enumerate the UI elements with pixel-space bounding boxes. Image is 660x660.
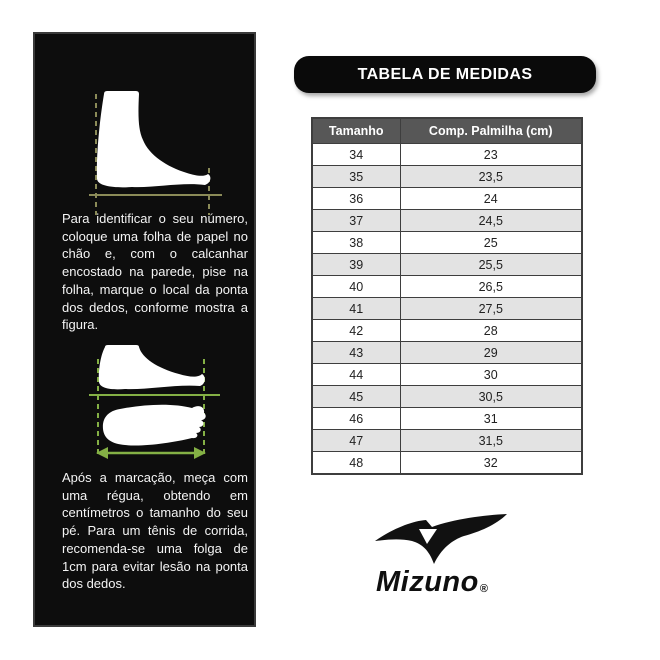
table-row: 47 31,5: [311, 429, 583, 452]
size-cell: 36: [311, 187, 401, 210]
size-table: Tamanho Comp. Palmilha (cm) 34 23 35 23,…: [311, 117, 583, 475]
column-header-size: Tamanho: [311, 117, 401, 144]
insole-length-cell: 24: [399, 187, 583, 210]
size-cell: 45: [311, 385, 401, 408]
insole-length-cell: 30: [399, 363, 583, 386]
table-row: 48 32: [311, 451, 583, 475]
size-cell: 38: [311, 231, 401, 254]
table-row: 41 27,5: [311, 297, 583, 320]
size-cell: 43: [311, 341, 401, 364]
title-banner: TABELA DE MEDIDAS: [294, 56, 596, 93]
insole-length-cell: 27,5: [399, 297, 583, 320]
size-cell: 46: [311, 407, 401, 430]
table-row: 43 29: [311, 341, 583, 364]
table-row: 40 26,5: [311, 275, 583, 298]
brand-logo: Mizuno®: [374, 513, 524, 603]
size-cell: 44: [311, 363, 401, 386]
insole-length-cell: 23: [399, 143, 583, 166]
column-header-insole-length: Comp. Palmilha (cm): [399, 117, 583, 144]
size-cell: 39: [311, 253, 401, 276]
table-row: 46 31: [311, 407, 583, 430]
size-table-body: 34 23 35 23,5 36 24 37 24,5: [311, 143, 583, 475]
table-row: 39 25,5: [311, 253, 583, 276]
instruction-step2: Após a marcação, meça com uma régua, obt…: [62, 470, 248, 592]
insole-length-cell: 23,5: [399, 165, 583, 188]
table-row: 42 28: [311, 319, 583, 342]
table-row: 36 24: [311, 187, 583, 210]
insole-length-cell: 25,5: [399, 253, 583, 276]
size-cell: 34: [311, 143, 401, 166]
size-cell: 47: [311, 429, 401, 452]
size-cell: 48: [311, 451, 401, 475]
table-row: 44 30: [311, 363, 583, 386]
foot-length-arrow-icon: [89, 345, 220, 459]
table-row: 45 30,5: [311, 385, 583, 408]
registered-trademark-symbol: ®: [479, 583, 488, 595]
table-row: 38 25: [311, 231, 583, 254]
insole-length-cell: 25: [399, 231, 583, 254]
mizuno-wordmark: Mizuno®: [376, 566, 488, 598]
table-row: 37 24,5: [311, 209, 583, 232]
insole-length-cell: 28: [399, 319, 583, 342]
table-row: 34 23: [311, 143, 583, 166]
insole-length-cell: 31,5: [399, 429, 583, 452]
page-title: TABELA DE MEDIDAS: [357, 65, 533, 83]
table-row: 35 23,5: [311, 165, 583, 188]
foot-side-measure-icon: [89, 91, 222, 215]
size-cell: 37: [311, 209, 401, 232]
insole-length-cell: 30,5: [399, 385, 583, 408]
instruction-step1: Para identificar o seu número, coloque u…: [62, 211, 248, 333]
insole-length-cell: 26,5: [399, 275, 583, 298]
insole-length-cell: 32: [399, 451, 583, 475]
size-cell: 41: [311, 297, 401, 320]
insole-length-cell: 24,5: [399, 209, 583, 232]
insole-length-cell: 29: [399, 341, 583, 364]
instructions-panel: Para identificar o seu número, coloque u…: [33, 32, 256, 627]
size-cell: 42: [311, 319, 401, 342]
size-cell: 35: [311, 165, 401, 188]
size-table-header-row: Tamanho Comp. Palmilha (cm): [311, 117, 583, 144]
size-cell: 40: [311, 275, 401, 298]
mizuno-runbird-icon: [375, 514, 507, 564]
insole-length-cell: 31: [399, 407, 583, 430]
